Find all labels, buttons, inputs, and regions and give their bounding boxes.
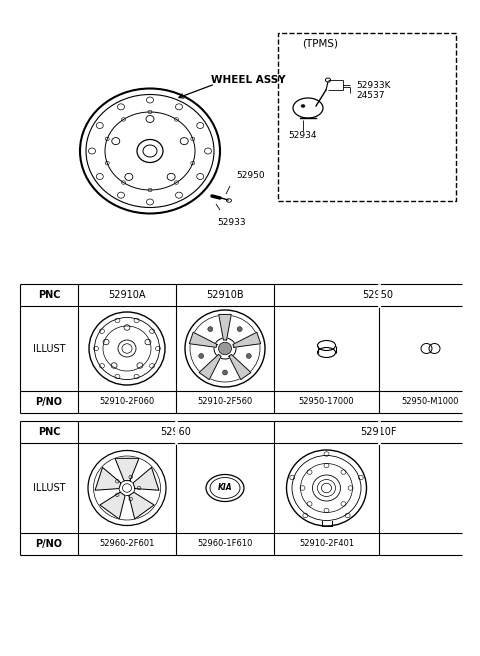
Text: P/NO: P/NO bbox=[36, 539, 62, 549]
Polygon shape bbox=[129, 492, 154, 519]
Text: 52933K: 52933K bbox=[356, 81, 391, 89]
Text: 52960: 52960 bbox=[161, 427, 192, 437]
Text: 52950-17000: 52950-17000 bbox=[299, 398, 354, 407]
Text: PNC: PNC bbox=[38, 427, 60, 437]
Text: 52950-M1000: 52950-M1000 bbox=[402, 398, 459, 407]
Polygon shape bbox=[233, 333, 261, 347]
Ellipse shape bbox=[223, 370, 228, 375]
Text: WHEEL ASSY: WHEEL ASSY bbox=[211, 75, 285, 85]
Text: ILLUST: ILLUST bbox=[33, 483, 65, 493]
Text: 52960-1F610: 52960-1F610 bbox=[197, 539, 252, 548]
Ellipse shape bbox=[218, 342, 231, 355]
Polygon shape bbox=[199, 354, 221, 380]
Text: 52910-2F060: 52910-2F060 bbox=[99, 398, 155, 407]
Polygon shape bbox=[219, 314, 231, 340]
Text: P/NO: P/NO bbox=[36, 397, 62, 407]
Ellipse shape bbox=[237, 327, 242, 331]
Text: 52910F: 52910F bbox=[360, 427, 396, 437]
Text: 52960-2F601: 52960-2F601 bbox=[99, 539, 155, 548]
Polygon shape bbox=[115, 459, 139, 481]
Ellipse shape bbox=[246, 354, 251, 358]
Text: PNC: PNC bbox=[38, 290, 60, 300]
Text: 52950: 52950 bbox=[236, 171, 264, 180]
Text: 52933: 52933 bbox=[217, 218, 246, 227]
Text: (TPMS): (TPMS) bbox=[302, 38, 338, 48]
Text: 52910-2F560: 52910-2F560 bbox=[197, 398, 252, 407]
Text: 24537: 24537 bbox=[356, 91, 384, 100]
Text: KIA: KIA bbox=[218, 483, 232, 493]
Text: ILLUST: ILLUST bbox=[33, 344, 65, 354]
Polygon shape bbox=[229, 354, 251, 380]
Ellipse shape bbox=[208, 327, 213, 331]
Polygon shape bbox=[189, 333, 217, 347]
Text: 52934: 52934 bbox=[289, 131, 317, 140]
Text: 52910-2F401: 52910-2F401 bbox=[299, 539, 354, 548]
Text: 52910A: 52910A bbox=[108, 290, 146, 300]
Polygon shape bbox=[100, 492, 125, 519]
Text: 52950: 52950 bbox=[362, 290, 394, 300]
Polygon shape bbox=[95, 468, 121, 490]
Polygon shape bbox=[133, 468, 159, 490]
Text: 52910B: 52910B bbox=[206, 290, 244, 300]
Ellipse shape bbox=[301, 104, 305, 108]
Ellipse shape bbox=[199, 354, 204, 358]
